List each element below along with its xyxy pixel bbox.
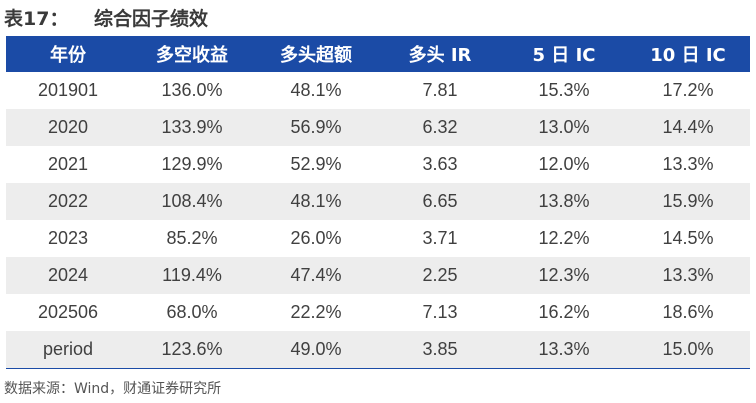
cell-10d-ic: 14.4% <box>662 117 714 137</box>
column-header-long-short-return: 多空收益 <box>156 45 228 66</box>
cell-long-short-return: 133.9% <box>161 117 223 137</box>
header-row: 年份 多空收益 多头超额 多头 IR 5 日 IC 10 日 IC <box>6 36 750 72</box>
cell-5d-ic: 12.2% <box>538 228 590 248</box>
cell-long-ir: 7.13 <box>422 302 458 322</box>
cell-long-short-return: 85.2% <box>166 228 218 248</box>
table-title: 表17： 综合因子绩效 <box>4 4 208 34</box>
table-row: 202506 68.0% 22.2% 7.13 16.2% 18.6% <box>6 294 750 331</box>
table-row: 201901 136.0% 48.1% 7.81 15.3% 17.2% <box>6 72 750 109</box>
cell-long-excess: 26.0% <box>290 228 342 248</box>
cell-10d-ic: 17.2% <box>662 80 714 100</box>
table-body: 201901 136.0% 48.1% 7.81 15.3% 17.2% 202… <box>6 72 750 368</box>
cell-year: 201901 <box>37 80 99 100</box>
cell-long-ir: 6.32 <box>422 117 458 137</box>
table-row: period 123.6% 49.0% 3.85 13.3% 15.0% <box>6 331 750 368</box>
cell-5d-ic: 12.0% <box>538 154 590 174</box>
cell-long-ir: 3.85 <box>422 338 458 359</box>
column-header-year: 年份 <box>50 45 86 66</box>
cell-10d-ic: 14.5% <box>662 228 714 248</box>
cell-long-ir: 3.63 <box>422 154 458 174</box>
table-row: 2021 129.9% 52.9% 3.63 12.0% 13.3% <box>6 146 750 183</box>
cell-long-ir: 2.25 <box>422 265 458 285</box>
cell-long-short-return: 136.0% <box>161 80 223 100</box>
table-row: 2022 108.4% 48.1% 6.65 13.8% 15.9% <box>6 183 750 220</box>
cell-5d-ic: 16.2% <box>538 302 590 322</box>
cell-5d-ic: 15.3% <box>538 80 590 100</box>
table-row: 2024 119.4% 47.4% 2.25 12.3% 13.3% <box>6 257 750 294</box>
cell-10d-ic: 15.9% <box>662 191 714 211</box>
cell-long-short-return: 129.9% <box>161 154 223 174</box>
cell-long-short-return: 108.4% <box>161 191 223 211</box>
cell-long-short-return: 68.0% <box>166 302 218 322</box>
cell-year: 2020 <box>47 117 89 137</box>
column-header-long-ir: 多头 IR <box>408 45 472 66</box>
cell-year: 2024 <box>47 265 89 285</box>
cell-year: 2021 <box>47 154 89 174</box>
cell-year: 2023 <box>47 228 89 248</box>
column-header-long-excess: 多头超额 <box>280 45 352 66</box>
performance-table: 年份 多空收益 多头超额 多头 IR 5 日 IC 10 日 IC 201901… <box>6 36 750 369</box>
cell-year: 2022 <box>47 191 89 211</box>
cell-long-ir: 7.81 <box>422 80 458 100</box>
cell-long-ir: 6.65 <box>422 191 458 211</box>
cell-5d-ic: 13.8% <box>538 191 590 211</box>
cell-10d-ic: 18.6% <box>662 302 714 322</box>
table-header: 年份 多空收益 多头超额 多头 IR 5 日 IC 10 日 IC <box>6 36 750 72</box>
cell-long-excess: 47.4% <box>290 265 342 285</box>
cell-long-excess: 52.9% <box>290 154 342 174</box>
table-title-text: 综合因子绩效 <box>94 8 209 30</box>
cell-long-excess: 48.1% <box>290 80 342 100</box>
cell-10d-ic: 13.3% <box>662 265 714 285</box>
cell-long-excess: 56.9% <box>290 117 342 137</box>
cell-long-ir: 3.71 <box>422 228 458 248</box>
table-row: 2023 85.2% 26.0% 3.71 12.2% 14.5% <box>6 220 750 257</box>
cell-long-excess: 48.1% <box>290 191 342 211</box>
cell-long-short-return: 119.4% <box>162 265 222 285</box>
cell-long-excess: 22.2% <box>290 302 342 322</box>
cell-year: period <box>42 338 94 359</box>
cell-10d-ic: 15.0% <box>662 338 714 359</box>
cell-5d-ic: 13.0% <box>538 117 590 137</box>
column-header-5d-ic: 5 日 IC <box>532 45 596 66</box>
table-number: 表17： <box>4 8 69 30</box>
table-row: 2020 133.9% 56.9% 6.32 13.0% 14.4% <box>6 109 750 146</box>
cell-long-short-return: 123.6% <box>161 338 223 359</box>
cell-year: 202506 <box>37 302 99 322</box>
cell-5d-ic: 13.3% <box>538 338 590 359</box>
column-header-10d-ic: 10 日 IC <box>650 45 726 66</box>
cell-10d-ic: 13.3% <box>662 154 714 174</box>
cell-5d-ic: 12.3% <box>538 265 590 285</box>
cell-long-excess: 49.0% <box>290 338 342 359</box>
source-note: 数据来源：Wind，财通证券研究所 <box>4 381 222 397</box>
